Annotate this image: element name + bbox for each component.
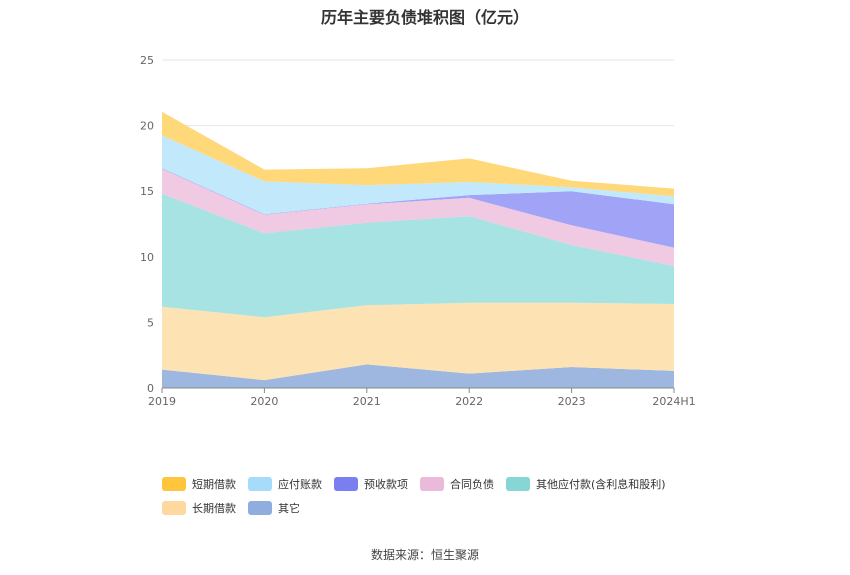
legend-item[interactable]: 预收款项 xyxy=(334,476,408,492)
legend-swatch xyxy=(248,477,272,491)
x-tick-label: 2024H1 xyxy=(652,395,695,408)
legend-swatch xyxy=(248,501,272,515)
series-area-3 xyxy=(162,168,674,266)
y-tick-label: 10 xyxy=(140,251,154,264)
x-tick-label: 2021 xyxy=(353,395,381,408)
legend-label: 其它 xyxy=(278,502,300,515)
legend-item[interactable]: 合同负债 xyxy=(420,476,494,492)
legend: 短期借款 应付账款 预收款项 合同负债 其他应付款(含利息和股利) 长期借款 其它 xyxy=(162,472,722,520)
legend-swatch xyxy=(334,477,358,491)
legend-row-1: 短期借款 应付账款 预收款项 合同负债 其他应付款(含利息和股利) xyxy=(162,472,722,496)
series-area-6 xyxy=(162,111,674,197)
series-area-5 xyxy=(162,135,674,215)
legend-swatch xyxy=(162,477,186,491)
chart-title: 历年主要负债堆积图（亿元） xyxy=(320,8,529,27)
legend-swatch xyxy=(162,501,186,515)
legend-label: 预收款项 xyxy=(364,478,408,491)
legend-label: 其他应付款(含利息和股利) xyxy=(536,478,666,491)
legend-item[interactable]: 其它 xyxy=(248,500,300,516)
legend-item[interactable]: 长期借款 xyxy=(162,500,236,516)
area-layer xyxy=(162,111,674,388)
legend-label: 应付账款 xyxy=(278,478,322,491)
y-tick-label: 15 xyxy=(140,185,154,198)
y-tick-label: 0 xyxy=(147,382,154,395)
data-source-note: 数据来源：恒生聚源 xyxy=(370,548,479,562)
x-tick-label: 2023 xyxy=(558,395,586,408)
series-area-4 xyxy=(162,168,674,248)
legend-label: 合同负债 xyxy=(450,478,494,491)
axis-layer: 0 5 10 15 20 25 2019 2020 2021 2022 2023 2024H1 xyxy=(140,54,696,408)
x-tick-label: 2020 xyxy=(250,395,278,408)
x-tick-label: 2019 xyxy=(148,395,176,408)
series-area-0 xyxy=(162,364,674,388)
y-tick-label: 20 xyxy=(140,120,154,133)
series-area-1 xyxy=(162,302,674,381)
legend-swatch xyxy=(420,477,444,491)
legend-item[interactable]: 应付账款 xyxy=(248,476,322,492)
x-tick-label: 2022 xyxy=(455,395,483,408)
series-area-2 xyxy=(162,193,674,318)
legend-label: 长期借款 xyxy=(192,502,236,515)
legend-item[interactable]: 短期借款 xyxy=(162,476,236,492)
legend-row-2: 长期借款 其它 xyxy=(162,496,722,520)
legend-label: 短期借款 xyxy=(192,478,236,491)
y-tick-label: 5 xyxy=(147,316,154,329)
legend-swatch xyxy=(506,477,530,491)
y-tick-label: 25 xyxy=(140,54,154,67)
legend-item[interactable]: 其他应付款(含利息和股利) xyxy=(506,476,666,492)
